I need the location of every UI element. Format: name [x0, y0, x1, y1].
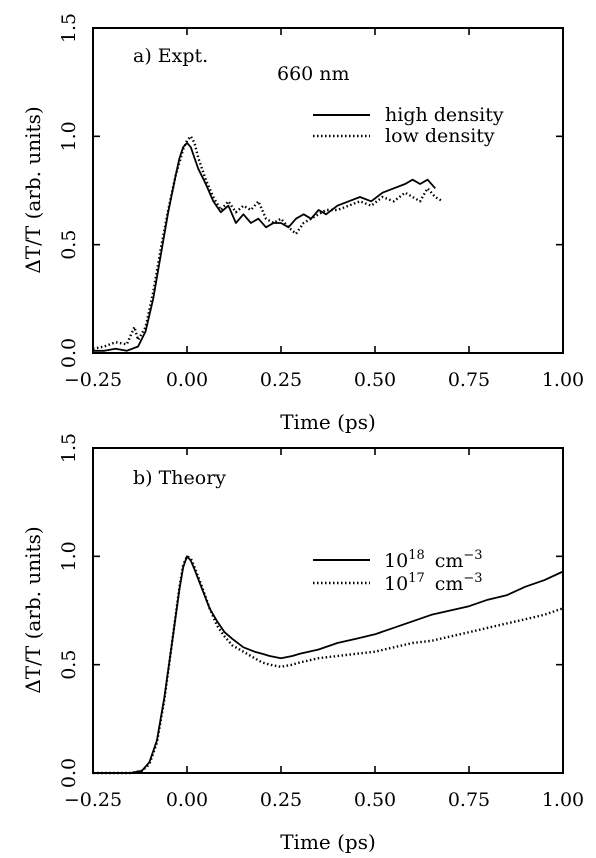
legend-label-1e18: 1018 cm−3	[384, 548, 483, 572]
axis-ticks: −0.25 0.00 0.25 0.50 0.75 1.00 0.0 0.5 1.0 1.5	[58, 433, 584, 811]
y-tick-label: 1.5	[58, 433, 80, 463]
x-tick-label: 1.00	[542, 369, 584, 391]
x-axis-title: Time (ps)	[280, 830, 376, 854]
legend-label-high-density: high density	[385, 104, 504, 126]
y-tick-label: 0.0	[58, 758, 80, 788]
y-axis-title: ΔT/T (arb. units)	[21, 106, 45, 273]
panel-label: a) Expt.	[133, 45, 208, 67]
x-axis-title: Time (ps)	[280, 410, 376, 434]
legend: 1018 cm−3 1017 cm−3	[313, 548, 483, 595]
legend-1e17-base: 10	[384, 573, 408, 595]
x-tick-label: −0.25	[64, 789, 122, 811]
series-layer	[92, 135, 444, 352]
panel-b: −0.25 0.00 0.25 0.50 0.75 1.00 0.0 0.5 1.0 1.5 b)…	[21, 433, 584, 854]
x-tick-label: 0.00	[166, 369, 208, 391]
series-line-solid	[93, 555, 564, 774]
axis-ticks: −0.25 0.00 0.25 0.50 0.75 1.00 0.0 0.5 1.0 1.5	[58, 13, 584, 391]
series-line-dotted	[92, 135, 444, 350]
y-tick-label: 1.0	[58, 541, 80, 571]
legend-1e18-unit-exp: −3	[463, 548, 482, 563]
x-tick-label: 0.75	[448, 789, 490, 811]
x-tick-label: 1.00	[542, 789, 584, 811]
x-tick-label: −0.25	[64, 369, 122, 391]
series-layer	[93, 555, 564, 775]
legend-1e18-exp: 18	[408, 548, 425, 563]
legend-label-1e17: 1017 cm−3	[384, 571, 483, 595]
legend-1e18-base: 10	[384, 550, 408, 572]
y-tick-label: 0.0	[58, 338, 80, 368]
legend-1e17-unit: cm	[435, 573, 464, 595]
x-tick-label: 0.25	[260, 369, 302, 391]
y-axis-title: ΔT/T (arb. units)	[21, 526, 45, 693]
wavelength-annotation: 660 nm	[277, 63, 350, 85]
x-tick-label: 0.50	[354, 789, 396, 811]
series-line-solid	[93, 141, 436, 352]
y-tick-label: 0.5	[58, 650, 80, 680]
legend-1e17-unit-exp: −3	[463, 571, 482, 586]
plot-frame	[92, 447, 564, 774]
x-tick-label: 0.75	[448, 369, 490, 391]
legend-1e18-unit: cm	[435, 550, 464, 572]
plot-frame	[92, 27, 564, 354]
panel-label: b) Theory	[133, 467, 226, 489]
panel-a: −0.25 0.00 0.25 0.50 0.75 1.00 0.0 0.5 1.0 1.5 a)…	[21, 13, 584, 434]
y-tick-label: 1.5	[58, 13, 80, 43]
y-tick-label: 1.0	[58, 121, 80, 151]
x-tick-label: 0.25	[260, 789, 302, 811]
legend-1e17-exp: 17	[408, 571, 425, 586]
x-tick-label: 0.50	[354, 369, 396, 391]
x-tick-label: 0.00	[166, 789, 208, 811]
legend: high density low density	[313, 104, 504, 147]
legend-label-low-density: low density	[385, 125, 495, 147]
series-line-dotted	[93, 555, 564, 775]
y-tick-label: 0.5	[58, 230, 80, 260]
